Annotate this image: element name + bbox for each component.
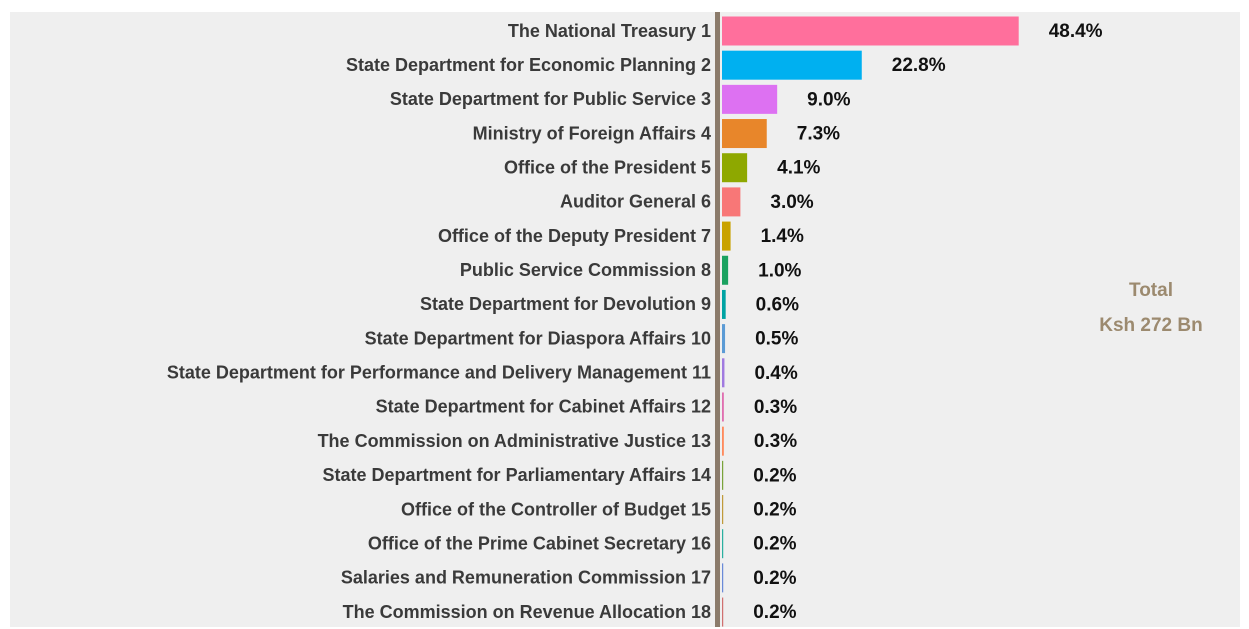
value-label: 0.4% [754, 363, 797, 384]
bar [722, 289, 726, 319]
category-label: Office of the Prime Cabinet Secretary 16 [368, 533, 711, 553]
bar [722, 426, 724, 456]
value-label: 48.4% [1049, 21, 1103, 42]
value-label: 0.2% [753, 500, 796, 521]
bar [722, 495, 724, 525]
bar [722, 221, 731, 251]
bar [722, 563, 724, 593]
value-label: 0.6% [756, 294, 799, 315]
annotation: Total [1129, 280, 1173, 301]
category-label: Office of the Deputy President 7 [438, 226, 711, 246]
annotation: Ksh 272 Bn [1099, 315, 1202, 336]
value-label: 0.2% [753, 465, 796, 486]
category-label: Salaries and Remuneration Commission 17 [341, 568, 711, 588]
value-label: 1.4% [761, 226, 804, 247]
bar [722, 358, 725, 388]
category-label: Ministry of Foreign Affairs 4 [473, 123, 711, 143]
category-label: The Commission on Revenue Allocation 18 [343, 602, 711, 622]
value-label: 7.3% [797, 124, 840, 145]
category-label: Public Service Commission 8 [460, 260, 711, 280]
bar [722, 255, 729, 285]
bar [722, 119, 767, 149]
plot-background [10, 12, 1240, 627]
category-label: State Department for Cabinet Affairs 12 [376, 397, 711, 417]
category-label: State Department for Economic Planning 2 [346, 55, 711, 75]
bar [722, 153, 748, 183]
value-label: 22.8% [892, 55, 946, 76]
category-label: The National Treasury 1 [508, 21, 711, 41]
value-label: 0.3% [754, 431, 797, 452]
value-label: 4.1% [777, 158, 820, 179]
value-label: 0.5% [755, 329, 798, 350]
bar [722, 392, 724, 422]
category-label: Office of the Controller of Budget 15 [401, 499, 711, 519]
value-label: 0.2% [753, 534, 796, 555]
value-label: 0.2% [753, 568, 796, 589]
bar [722, 16, 1019, 46]
bar [722, 597, 724, 627]
category-label: State Department for Public Service 3 [390, 89, 711, 109]
value-label: 9.0% [807, 89, 850, 110]
value-label: 0.2% [753, 602, 796, 623]
bar [722, 84, 778, 114]
bar [722, 460, 724, 490]
category-label: State Department for Performance and Del… [167, 363, 711, 383]
bar [722, 529, 724, 559]
bar [722, 50, 862, 80]
value-label: 1.0% [758, 260, 801, 281]
category-label: Office of the President 5 [504, 157, 711, 177]
category-label: The Commission on Administrative Justice… [318, 431, 711, 451]
value-label: 0.3% [754, 397, 797, 418]
category-label: State Department for Devolution 9 [420, 294, 711, 314]
category-label: State Department for Diaspora Affairs 10 [365, 328, 711, 348]
value-label: 3.0% [770, 192, 813, 213]
category-label: Auditor General 6 [560, 192, 711, 212]
axis-line [715, 12, 720, 627]
bar [722, 324, 726, 354]
category-label: State Department for Parliamentary Affai… [323, 465, 711, 485]
bar [722, 187, 741, 217]
